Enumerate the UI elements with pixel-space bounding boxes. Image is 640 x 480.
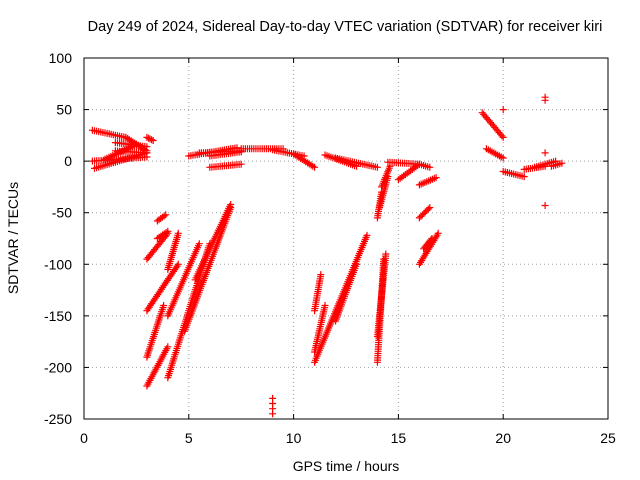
data-track [153, 211, 170, 225]
data-track [499, 168, 528, 181]
plot-frame [83, 57, 609, 420]
data-track [164, 240, 203, 320]
y-tick-label: -100 [44, 256, 72, 272]
data-track [420, 235, 436, 253]
data-track [332, 260, 360, 325]
data-track [547, 159, 566, 170]
x-tick-label: 0 [80, 430, 88, 446]
data-track [164, 229, 182, 273]
data-track [311, 302, 329, 356]
data-track [191, 201, 235, 284]
x-axis-label: GPS time / hours [293, 458, 400, 474]
x-tick-label: 5 [185, 430, 193, 446]
x-tick-label: 15 [391, 430, 407, 446]
x-tick-label: 25 [600, 430, 616, 446]
data-track [153, 227, 172, 242]
data-track [332, 154, 381, 171]
data-track [88, 153, 151, 165]
x-tick-label: 10 [286, 430, 302, 446]
grid-lines [84, 58, 608, 419]
data-point [269, 410, 277, 418]
data-track [143, 302, 168, 361]
data-track [206, 148, 245, 160]
chart-title: Day 249 of 2024, Sidereal Day-to-day VTE… [88, 19, 603, 35]
y-tick-label: 100 [49, 50, 73, 66]
data-track [143, 133, 157, 144]
data-track [143, 260, 182, 315]
data-track [373, 250, 390, 340]
data-track [478, 109, 507, 141]
data-point [541, 149, 549, 157]
y-tick-label: -200 [44, 359, 72, 375]
axis-ticks: 0 5 10 15 20 25 100 50 0 -50 -100 -150 -200 -250 [44, 50, 616, 446]
data-point [541, 202, 549, 209]
data-track [415, 174, 440, 189]
y-tick-label: -150 [44, 308, 72, 324]
data-track [531, 157, 560, 171]
data-track [206, 160, 245, 171]
data-track [415, 204, 434, 222]
y-tick-label: -50 [52, 205, 72, 221]
y-tick-label: 50 [56, 102, 72, 118]
data-track [101, 141, 140, 163]
data-track [415, 229, 442, 268]
data-track [143, 229, 172, 263]
data-track [88, 126, 130, 141]
data-track [378, 162, 394, 191]
data-track [290, 150, 319, 171]
data-track [482, 145, 507, 162]
data-track [394, 160, 423, 184]
y-axis-label: SDTVAR / TECUs [5, 182, 21, 294]
y-tick-label: 0 [64, 153, 72, 169]
data-track [143, 343, 172, 390]
data-point [541, 96, 549, 104]
data-track [311, 271, 325, 315]
y-tick-label: -250 [44, 411, 72, 427]
data-point [499, 106, 507, 114]
data-marks [88, 93, 566, 418]
x-tick-label: 20 [495, 430, 511, 446]
